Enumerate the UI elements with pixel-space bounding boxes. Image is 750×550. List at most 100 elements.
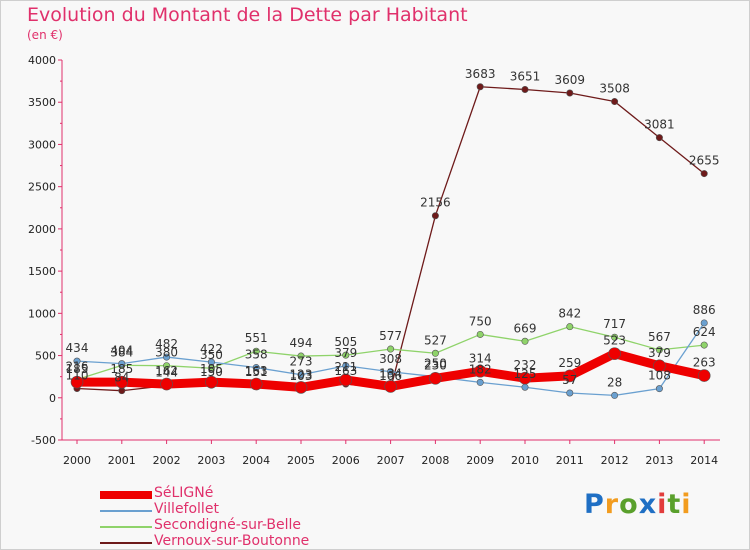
data-point-secondign-sur-belle <box>611 333 619 341</box>
data-label-villefollet: 358 <box>245 348 268 362</box>
data-label-villefollet: 404 <box>110 344 133 358</box>
y-tick-label: 2500 <box>28 181 56 194</box>
data-point-secondign-sur-belle <box>342 351 350 359</box>
data-label-villefollet: 434 <box>66 341 89 355</box>
data-point-villefollet <box>207 358 215 366</box>
data-label-secondign-sur-belle: 380 <box>155 346 178 360</box>
y-tick-label: 3000 <box>28 138 56 151</box>
y-tick-label: 2000 <box>28 223 56 236</box>
data-label-villefollet: 182 <box>469 362 492 376</box>
data-label-s-lign-: 185 <box>200 362 223 376</box>
data-label-vernoux-sur-boutonne: 151 <box>245 365 268 379</box>
logo-letter: r <box>604 489 620 520</box>
x-tick-label: 2002 <box>153 454 181 467</box>
logo-letter: i <box>681 489 692 520</box>
data-point-s-lign- <box>339 373 353 387</box>
data-label-villefollet: 125 <box>514 367 537 381</box>
data-point-s-lign- <box>518 371 532 385</box>
x-tick-label: 2000 <box>63 454 91 467</box>
data-label-s-lign-: 523 <box>603 334 626 348</box>
x-tick-label: 2001 <box>108 454 136 467</box>
data-point-villefollet <box>476 378 484 386</box>
logo-letter: t <box>667 489 682 520</box>
y-tick-label: 4000 <box>28 54 56 67</box>
x-tick-label: 2010 <box>511 454 539 467</box>
data-label-villefollet: 379 <box>334 346 357 360</box>
data-label-vernoux-sur-boutonne: 3651 <box>510 69 541 83</box>
x-tick-label: 2006 <box>332 454 360 467</box>
data-label-villefollet: 108 <box>648 369 671 383</box>
y-tick-label: 500 <box>35 350 56 363</box>
data-label-secondign-sur-belle: 350 <box>200 348 223 362</box>
data-label-villefollet: 250 <box>424 357 447 371</box>
data-point-vernoux-sur-boutonne <box>566 89 574 97</box>
data-label-vernoux-sur-boutonne: 3081 <box>644 118 675 132</box>
y-tick-label: -500 <box>31 434 56 447</box>
data-label-s-lign-: 232 <box>514 358 537 372</box>
data-point-secondign-sur-belle <box>655 346 663 354</box>
data-label-s-lign-: 314 <box>469 351 492 365</box>
data-label-s-lign-: 259 <box>558 356 581 370</box>
data-point-secondign-sur-belle <box>163 362 171 370</box>
data-label-vernoux-sur-boutonne: 3609 <box>555 73 586 87</box>
data-label-vernoux-sur-boutonne: 150 <box>200 365 223 379</box>
data-point-vernoux-sur-boutonne <box>655 134 663 142</box>
data-point-secondign-sur-belle <box>297 352 305 360</box>
data-point-secondign-sur-belle <box>387 345 395 353</box>
data-label-villefollet: 482 <box>155 337 178 351</box>
data-label-vernoux-sur-boutonne: 144 <box>155 366 178 380</box>
data-point-villefollet <box>252 364 260 372</box>
data-label-s-lign-: 211 <box>334 360 357 374</box>
data-point-s-lign- <box>608 347 621 360</box>
data-label-vernoux-sur-boutonne: 3683 <box>465 67 496 81</box>
data-label-vernoux-sur-boutonne: 2655 <box>689 154 720 168</box>
legend-label-villefollet: Villefollet <box>154 501 219 517</box>
data-point-villefollet <box>700 319 708 327</box>
data-label-vernoux-sur-boutonne: 3508 <box>599 82 630 96</box>
data-point-s-lign- <box>697 369 711 382</box>
data-label-s-lign-: 185 <box>110 362 133 376</box>
legend-label-seligne: SéLIGNé <box>154 485 214 501</box>
data-label-s-lign-: 162 <box>155 364 178 378</box>
logo-letter: P <box>584 489 605 520</box>
chart-subtitle: (en €) <box>27 28 63 42</box>
data-point-secondign-sur-belle <box>252 347 260 355</box>
data-point-s-lign- <box>70 375 84 389</box>
data-label-secondign-sur-belle: 577 <box>379 329 402 343</box>
data-label-secondign-sur-belle: 567 <box>648 330 671 344</box>
data-point-villefollet <box>297 371 305 379</box>
x-tick-label: 2014 <box>690 454 718 467</box>
data-label-villefollet: 886 <box>693 303 716 317</box>
y-tick-label: 0 <box>49 392 56 405</box>
data-label-s-lign-: 163 <box>245 364 268 378</box>
x-tick-label: 2007 <box>377 454 405 467</box>
data-point-vernoux-sur-boutonne <box>611 98 619 106</box>
data-point-villefollet <box>163 353 171 361</box>
y-tick-label: 3500 <box>28 96 56 109</box>
data-point-vernoux-sur-boutonne <box>700 170 708 178</box>
x-tick-label: 2008 <box>421 454 449 467</box>
data-point-secondign-sur-belle <box>431 349 439 357</box>
data-point-secondign-sur-belle <box>566 323 574 331</box>
data-label-secondign-sur-belle: 842 <box>558 307 581 321</box>
y-tick-label: 1500 <box>28 265 56 278</box>
data-point-vernoux-sur-boutonne <box>431 212 439 220</box>
legend-swatch-vernoux <box>100 542 152 544</box>
data-point-s-lign- <box>115 375 129 389</box>
data-point-s-lign- <box>653 359 666 373</box>
data-label-vernoux-sur-boutonne: 110 <box>66 368 89 382</box>
data-label-villefollet: 273 <box>290 355 313 369</box>
data-label-villefollet: 28 <box>607 375 622 389</box>
x-tick-label: 2009 <box>466 454 494 467</box>
data-point-villefollet <box>73 357 81 365</box>
data-point-s-lign- <box>563 369 577 383</box>
data-label-s-lign-: 230 <box>424 358 447 372</box>
data-label-villefollet: 57 <box>562 373 577 387</box>
data-label-s-lign-: 379 <box>648 346 671 360</box>
data-point-villefollet <box>342 362 350 370</box>
x-tick-label: 2011 <box>556 454 584 467</box>
data-point-secondign-sur-belle <box>476 330 484 338</box>
data-label-s-lign-: 185 <box>66 362 89 376</box>
legend-label-vernoux: Vernoux-sur-Boutonne <box>154 533 310 549</box>
proxiti-logo: Proxiti <box>584 489 692 520</box>
